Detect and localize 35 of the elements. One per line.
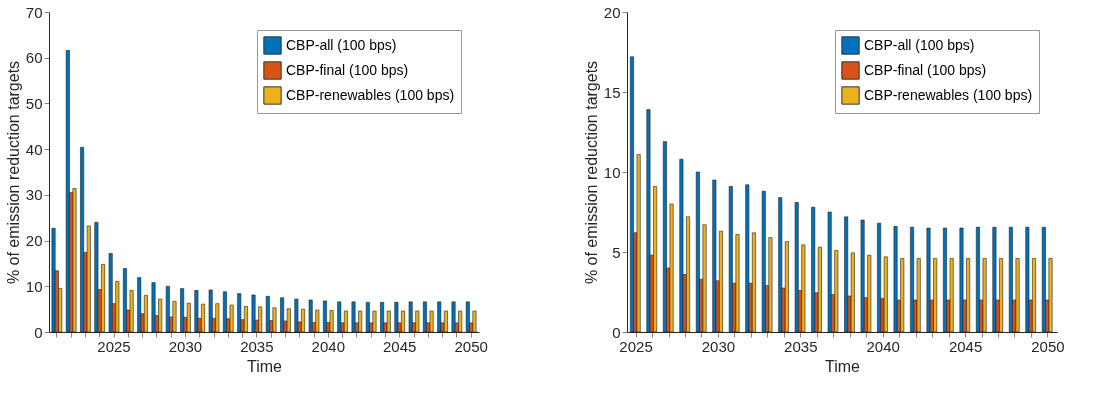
legend-label: CBP-final (100 bps) <box>864 61 987 78</box>
x-tick-label: 2025 <box>619 337 653 355</box>
x-tick-label: 2035 <box>784 337 818 355</box>
y-tick-label: 0 <box>34 323 43 341</box>
y-tick-label: 5 <box>612 243 621 261</box>
x-tick-label: 2025 <box>97 337 131 355</box>
y-tick-label: 10 <box>603 163 621 181</box>
y-tick-label: 15 <box>603 83 621 101</box>
x-tick-label: 2040 <box>866 337 900 355</box>
x-tick-label: 2045 <box>383 337 417 355</box>
y-tick-label: 30 <box>25 186 43 204</box>
y-tick-label: 60 <box>25 49 43 67</box>
x-tick-label: 2030 <box>168 337 203 355</box>
y-axis-title: % of emission reduction targets <box>4 60 22 285</box>
legend-label: CBP-renewables (100 bps) <box>286 86 455 103</box>
y-tick-label: 20 <box>25 232 43 250</box>
legend-label: CBP-renewables (100 bps) <box>864 86 1033 103</box>
legend-label: CBP-all (100 bps) <box>286 36 397 53</box>
x-tick-label: 2050 <box>454 337 488 355</box>
legend-label: CBP-all (100 bps) <box>864 36 975 53</box>
y-tick-label: 10 <box>25 277 43 295</box>
x-tick-label: 2040 <box>311 337 345 355</box>
x-tick-label: 2050 <box>1031 337 1065 355</box>
y-axis-title: % of emission reduction targets <box>582 60 600 285</box>
x-tick-label: 2035 <box>240 337 274 355</box>
x-tick-label: 2045 <box>948 337 983 355</box>
x-axis-title: Time <box>247 357 283 375</box>
x-tick-label: 2030 <box>701 337 736 355</box>
y-tick-label: 0 <box>612 323 621 341</box>
legend-label: CBP-final (100 bps) <box>286 61 409 78</box>
y-tick-label: 40 <box>25 140 43 158</box>
y-tick-label: 20 <box>603 3 621 21</box>
y-tick-label: 70 <box>25 3 43 21</box>
y-tick-label: 50 <box>25 94 43 112</box>
x-axis-title: Time <box>825 357 861 375</box>
